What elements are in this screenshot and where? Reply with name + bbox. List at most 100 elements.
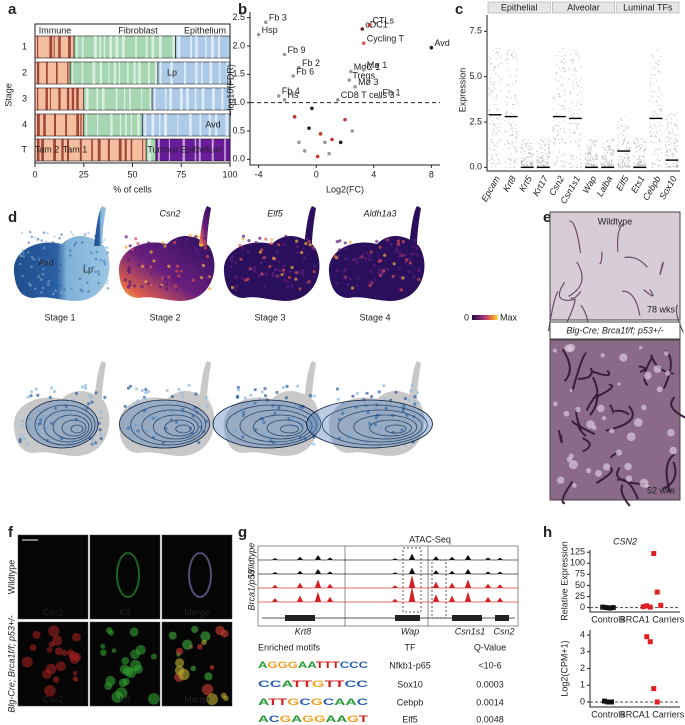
image-title: Wildtype [598,216,633,226]
cell-dot [269,241,274,246]
point [658,602,664,608]
cell-dot [201,263,205,268]
cell-dot [633,143,636,145]
cell-dot [651,163,654,166]
bar-segment [83,113,143,137]
density-contour [226,404,317,446]
cell-dot [397,255,401,259]
cell-dot [561,55,563,58]
cell-cluster [46,647,53,653]
cell-dot [75,238,79,242]
cell-dot [254,240,258,245]
cell-dot [545,143,547,145]
cell-dot [80,264,84,267]
point [644,603,650,609]
cell-dot [248,267,252,271]
cell-dot [495,134,497,136]
cell-dot [497,118,499,120]
cell-dot [504,144,506,146]
cell-dot [143,396,147,400]
cell-dot [561,141,563,143]
cell-dot [46,283,50,287]
cell-dot [628,148,631,150]
point [610,605,616,611]
cell-dot [651,166,654,168]
table-cell: 0.0014 [476,697,504,707]
cell-dot [536,161,538,163]
cell-dot [149,415,153,419]
cell-dot [68,410,72,414]
cell-dot [515,69,518,72]
cell-dot [260,261,264,265]
cell-dot [301,272,305,276]
cell-dot [492,49,494,51]
cell-dot [132,284,137,288]
cell-dot [515,141,517,143]
y-tick-label: 0.0 [469,162,482,172]
bar-annotation: Tam 2 [35,144,60,154]
cell-dot [268,264,272,269]
cell-dot [554,161,556,163]
cell-dot [655,159,658,161]
cell-dot [490,129,492,131]
x-axis-label: Log2(FC) [326,184,364,194]
cell-dot [490,76,492,79]
cell-dot [384,406,388,410]
cell-dot [23,291,26,294]
cell-dot [654,74,656,76]
cell-dot [570,132,572,134]
cell-dot [124,245,128,249]
cell-dot [639,159,641,161]
point [640,604,646,610]
cell-dot [571,101,573,104]
cell-dot [672,165,674,168]
cell-dot [98,410,103,414]
cell-dot [627,141,629,143]
stripe [45,88,48,110]
cell-dot [579,113,581,115]
cell-dot [633,162,635,164]
cell-dot [514,124,516,126]
cell-dot [229,260,234,264]
cell-dot [542,160,544,163]
atac-track [258,575,518,589]
cell-dot [128,435,132,439]
umap-background-spur [409,361,421,401]
cell-dot [671,152,673,154]
cell-dot [640,138,642,140]
cell-dot [593,161,595,163]
cell-dot [635,165,637,167]
cell-dot [154,415,158,420]
cell-dot [271,256,276,260]
cell-cluster [174,665,185,676]
cell-dot [617,126,619,129]
cell-dot [635,151,637,153]
track-title: ATAC-Seq [409,534,451,544]
cell-dot [512,127,514,129]
duct [569,220,582,254]
cell-dot [672,153,675,155]
cell-dot [676,112,678,115]
cell-dot [26,261,29,264]
cell-dot [642,148,644,151]
cell-dot [29,283,32,287]
cell-dot [488,95,491,97]
cell-dot [655,131,657,133]
cell-dot [103,395,107,400]
cell-dot [632,156,635,158]
cell-dot [505,60,507,62]
x-tick-label: Lalba [595,174,615,198]
cell-dot [231,255,235,259]
cell-dot [639,149,641,151]
point [654,589,660,595]
cell-dot [639,161,641,163]
cell-dot [544,161,546,163]
cell-dot [563,131,565,133]
cell-dot [233,261,238,265]
duct [561,481,574,505]
cell-dot [573,165,575,167]
stripe [79,139,82,161]
cell-dot [650,82,652,85]
umap-expression-spur [409,206,421,246]
